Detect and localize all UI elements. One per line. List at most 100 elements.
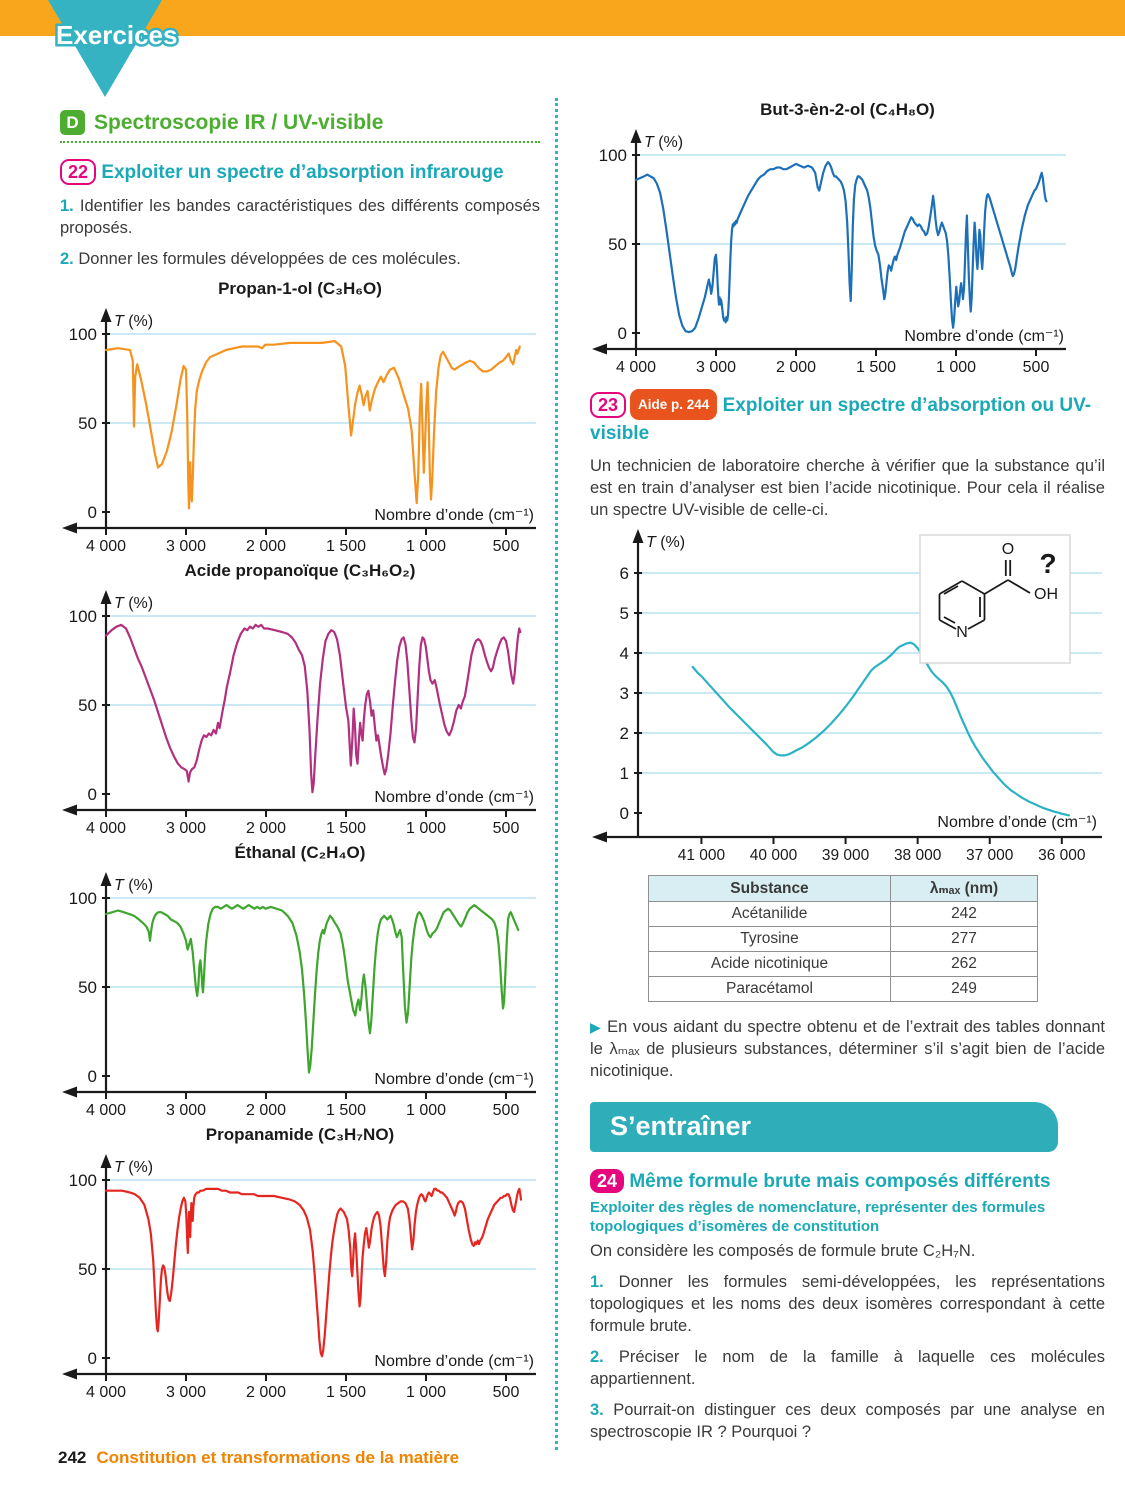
question-text: En vous aidant du spectre obtenu et de l… [590, 1018, 1105, 1080]
svg-text:1 000: 1 000 [406, 1102, 446, 1116]
exercise-23-header: 23 Aide p. 244 Exploiter un spectre d’abs… [590, 389, 1105, 447]
svg-text:4 000: 4 000 [86, 1102, 126, 1116]
table-cell: Paracétamol [648, 976, 891, 1002]
table-header-row: Substance λₘₐₓ (nm) [648, 875, 1038, 902]
svg-text:3: 3 [620, 684, 629, 703]
table-cell: 262 [890, 951, 1038, 977]
nitrogen-label: N [956, 624, 968, 641]
svg-text:100: 100 [69, 325, 97, 344]
question-text: Identifier les bandes caractéristiques d… [60, 197, 540, 237]
svg-text:3 000: 3 000 [166, 1384, 206, 1398]
table-header: Substance [648, 875, 891, 902]
exercise-24-intro: On considère les composés de formule bru… [590, 1242, 976, 1260]
table-cell: 277 [890, 926, 1038, 952]
exercise-22-question-2: 2. Donner les formules développées de ce… [60, 248, 540, 270]
svg-text:0: 0 [88, 1349, 97, 1368]
chart-uv-visible: 0 1 2 3 4 5 6 41 000 40 000 39 000 38 000 37 000 36 … [590, 525, 1105, 863]
exercise-24-skill: Exploiter des règles de nomenclature, re… [590, 1199, 1046, 1235]
table-row: Acétanilide 242 [648, 901, 1038, 927]
svg-text:0: 0 [88, 503, 97, 522]
uv-spectrum: 0 1 2 3 4 5 6 41 000 40 000 39 000 38 000 37 000 36 … [592, 529, 1102, 863]
svg-text:Nombre d’onde (cm⁻¹): Nombre d’onde (cm⁻¹) [374, 1353, 534, 1370]
svg-text:1 500: 1 500 [856, 359, 896, 373]
svg-text:50: 50 [78, 1260, 97, 1279]
question-number: 3. [590, 1401, 604, 1419]
hydroxyl-label: OH [1034, 586, 1058, 603]
svg-text:50: 50 [78, 696, 97, 715]
chart-title: Acide propanoïque (C₃H₆O₂) [184, 561, 416, 580]
svg-text:Nombre d’onde (cm⁻¹): Nombre d’onde (cm⁻¹) [937, 814, 1097, 831]
svg-text:Nombre d’onde (cm⁻¹): Nombre d’onde (cm⁻¹) [374, 1071, 534, 1088]
tab-triangle-icon [48, 0, 162, 97]
ir-spectrum-acide-propanoique: 0 50 100 4 000 3 000 2 000 1 500 1 000 500 T (%) N… [62, 590, 536, 834]
svg-text:3 000: 3 000 [166, 1102, 206, 1116]
question-number: 2. [590, 1348, 604, 1366]
sentrainer-banner: S’entraîner [590, 1102, 1058, 1152]
svg-text:500: 500 [493, 1384, 520, 1398]
svg-text:3 000: 3 000 [166, 820, 206, 834]
svg-text:T (%): T (%) [644, 134, 683, 151]
svg-text:0: 0 [618, 324, 627, 343]
table-row: Acide nicotinique 262 [648, 951, 1038, 977]
svg-text:2 000: 2 000 [246, 820, 286, 834]
svg-text:5: 5 [620, 604, 629, 623]
top-orange-bar [0, 0, 1125, 36]
svg-text:T (%): T (%) [114, 313, 153, 330]
svg-text:1 000: 1 000 [406, 820, 446, 834]
svg-text:T (%): T (%) [114, 1159, 153, 1176]
svg-text:1 500: 1 500 [326, 1384, 366, 1398]
svg-text:4 000: 4 000 [86, 1384, 126, 1398]
question-text: Pourrait-on distinguer ces deux composés… [590, 1401, 1105, 1441]
svg-text:1 500: 1 500 [326, 1102, 366, 1116]
table-cell: Tyrosine [648, 926, 891, 952]
svg-text:T (%): T (%) [114, 877, 153, 894]
exercise-23-question: ▶ En vous aidant du spectre obtenu et de… [590, 1016, 1105, 1082]
ir-spectrum-but-3-en-2-ol: 0 50 100 4 000 3 000 2 000 1 500 1 000 500 T (%) N… [592, 129, 1066, 373]
exercise-24-question-3: 3. Pourrait-on distinguer ces deux compo… [590, 1399, 1105, 1443]
svg-text:1 000: 1 000 [406, 538, 446, 552]
svg-text:2 000: 2 000 [246, 1102, 286, 1116]
question-number: 1. [590, 1273, 604, 1291]
svg-text:500: 500 [493, 538, 520, 552]
svg-text:T (%): T (%) [114, 595, 153, 612]
exercise-24-header: 24 Même formule brute mais composés diff… [590, 1168, 1064, 1195]
svg-text:100: 100 [69, 889, 97, 908]
exercise-23-number-badge: 23 [590, 392, 627, 418]
chart-acide-propanoique: Acide propanoïque (C₃H₆O₂) 0 50 100 4 000 3 … [60, 561, 540, 834]
question-text: Donner les formules semi-développées, le… [590, 1273, 1105, 1335]
svg-text:4: 4 [620, 644, 629, 663]
svg-text:1: 1 [620, 764, 629, 783]
svg-text:40 000: 40 000 [750, 847, 798, 863]
question-number: 2. [60, 250, 74, 268]
ir-spectrum-ethanal: 0 50 100 4 000 3 000 2 000 1 500 1 000 500 T (%) N… [62, 872, 536, 1116]
svg-text:4 000: 4 000 [86, 820, 126, 834]
exercise-23-title: Exploiter un spectre d’absorption ou UV-… [590, 395, 1092, 444]
molecule-inset: O OH N ? [919, 534, 1071, 664]
svg-text:50: 50 [608, 235, 627, 254]
svg-text:50: 50 [78, 414, 97, 433]
table-row: Tyrosine 277 [648, 926, 1038, 952]
question-text: Préciser le nom de la famille à laquelle… [590, 1348, 1105, 1388]
right-column: But-3-èn-2-ol (C₄H₈O) 0 50 100 4 000 3 000 2 … [590, 100, 1105, 1443]
table-cell: Acétanilide [648, 901, 891, 927]
ir-spectrum-propanamide: 0 50 100 4 000 3 000 2 000 1 500 1 000 500 T (%) N… [62, 1154, 536, 1398]
svg-text:Nombre d’onde (cm⁻¹): Nombre d’onde (cm⁻¹) [374, 507, 534, 524]
svg-text:500: 500 [493, 1102, 520, 1116]
lambda-table: Substance λₘₐₓ (nm) Acétanilide 242 Tyrosin… [648, 875, 1038, 1002]
section-header: D Spectroscopie IR / UV-visible [60, 110, 540, 143]
nicotinic-acid-structure-icon [938, 560, 1031, 630]
chart-propanamide: Propanamide (C₃H₇NO) 0 50 100 4 000 3 000 2 0… [60, 1125, 540, 1398]
svg-text:100: 100 [69, 607, 97, 626]
exercices-tab: Exercices [48, 0, 180, 97]
chart-title: Propan-1-ol (C₃H₆O) [218, 279, 382, 298]
exercise-22-number-badge: 22 [60, 159, 97, 185]
svg-text:2 000: 2 000 [246, 1384, 286, 1398]
svg-text:39 000: 39 000 [822, 847, 870, 863]
chart-title: But-3-èn-2-ol (C₄H₈O) [760, 100, 935, 119]
chart-propan-1-ol: Propan-1-ol (C₃H₆O) 0 50 100 4 000 3 000 2 00… [60, 279, 540, 552]
svg-text:0: 0 [88, 785, 97, 804]
bullet-triangle-icon: ▶ [590, 1019, 602, 1035]
chart-ethanal: Éthanal (C₂H₄O) 0 50 100 4 000 3 000 2 000 1 5… [60, 843, 540, 1116]
svg-text:3 000: 3 000 [166, 538, 206, 552]
chart-title: Propanamide (C₃H₇NO) [205, 1125, 395, 1144]
